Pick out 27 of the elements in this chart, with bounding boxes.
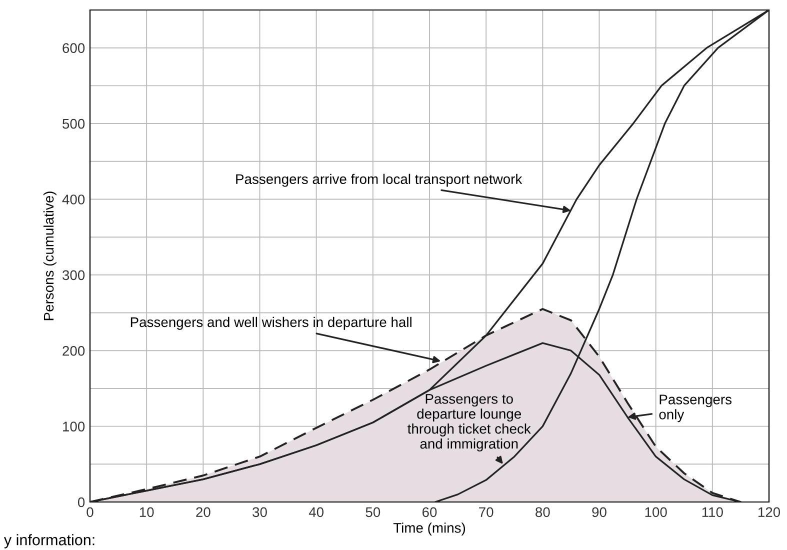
- y-tick-label: 500: [62, 118, 85, 129]
- x-tick-label: 20: [196, 507, 210, 518]
- x-tick-label: 120: [758, 507, 780, 518]
- annotation: Passengers arrive from local transport network: [236, 174, 522, 187]
- y-tick-label: 200: [62, 346, 85, 356]
- x-tick-label: 90: [592, 507, 606, 518]
- x-tick-label: 80: [536, 507, 550, 518]
- x-tick-label: 100: [645, 507, 667, 518]
- annotation: Passengers only: [659, 394, 732, 422]
- x-axis-title: Time (mins): [393, 522, 466, 536]
- x-tick-label: 30: [252, 507, 267, 518]
- x-tick-label: 10: [140, 507, 154, 518]
- annotation: Passengers and well wishers in departure hall: [130, 316, 412, 330]
- y-tick-label: 400: [62, 194, 85, 204]
- x-tick-label: 60: [422, 507, 437, 518]
- x-tick-label: 0: [86, 507, 94, 518]
- y-tick-label: 600: [62, 43, 85, 54]
- y-tick-label: 0: [78, 497, 85, 508]
- x-tick-label: 50: [366, 507, 380, 518]
- x-tick-label: 40: [308, 507, 324, 518]
- annotation: Passengers to departure lounge through ticket check and immigration: [408, 394, 531, 452]
- x-tick-label: 70: [479, 507, 494, 518]
- x-tick-label: 110: [702, 507, 723, 518]
- y-axis-title: Persons (cumulative): [43, 192, 56, 320]
- y-tick-label: 100: [63, 422, 85, 432]
- y-tick-label: 300: [62, 270, 85, 280]
- text: y information:: [4, 534, 94, 548]
